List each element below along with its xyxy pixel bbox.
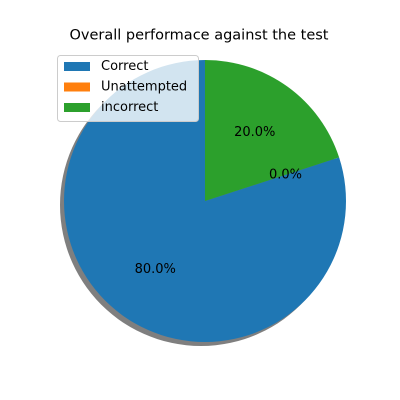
pie-label-correct: 80.0% bbox=[135, 262, 176, 277]
chart-title: Overall performace against the test bbox=[69, 28, 328, 44]
legend-swatch-incorrect bbox=[64, 103, 90, 112]
legend-swatch-correct bbox=[64, 62, 90, 71]
pie-label-unattempted: 0.0% bbox=[269, 167, 302, 182]
pie-label-incorrect: 20.0% bbox=[234, 125, 275, 140]
legend: Correct Unattempted incorrect bbox=[58, 56, 199, 122]
legend-label-correct: Correct bbox=[101, 59, 148, 74]
legend-label-incorrect: incorrect bbox=[101, 100, 158, 115]
legend-swatch-unattempted bbox=[64, 83, 90, 92]
legend-label-unattempted: Unattempted bbox=[101, 80, 187, 95]
